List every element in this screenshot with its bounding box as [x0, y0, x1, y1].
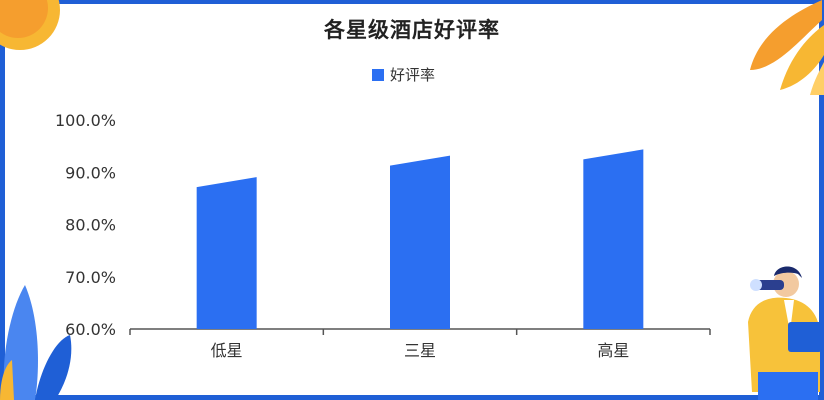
y-tick-label: 100.0%	[55, 111, 116, 130]
x-tick-label: 高星	[597, 341, 629, 360]
x-tick-label: 三星	[404, 341, 436, 360]
decoration-person-binoculars	[748, 266, 822, 400]
x-tick-label: 低星	[211, 341, 243, 360]
decoration-top-left	[0, 0, 60, 50]
legend-swatch	[372, 68, 384, 81]
decoration-top-right-leaves	[750, 0, 824, 95]
decoration-bottom-left-plant	[0, 285, 72, 400]
legend: 好评率	[372, 64, 435, 85]
y-tick-label: 80.0%	[65, 216, 116, 235]
bar-低星	[196, 177, 257, 329]
y-tick-label: 90.0%	[65, 163, 116, 182]
bar-高星	[583, 149, 644, 329]
y-tick-label: 60.0%	[65, 320, 116, 339]
y-tick-label: 70.0%	[65, 268, 116, 287]
legend-label: 好评率	[390, 66, 436, 84]
bar-三星	[390, 155, 450, 329]
chart-title: 各星级酒店好评率	[324, 18, 500, 42]
